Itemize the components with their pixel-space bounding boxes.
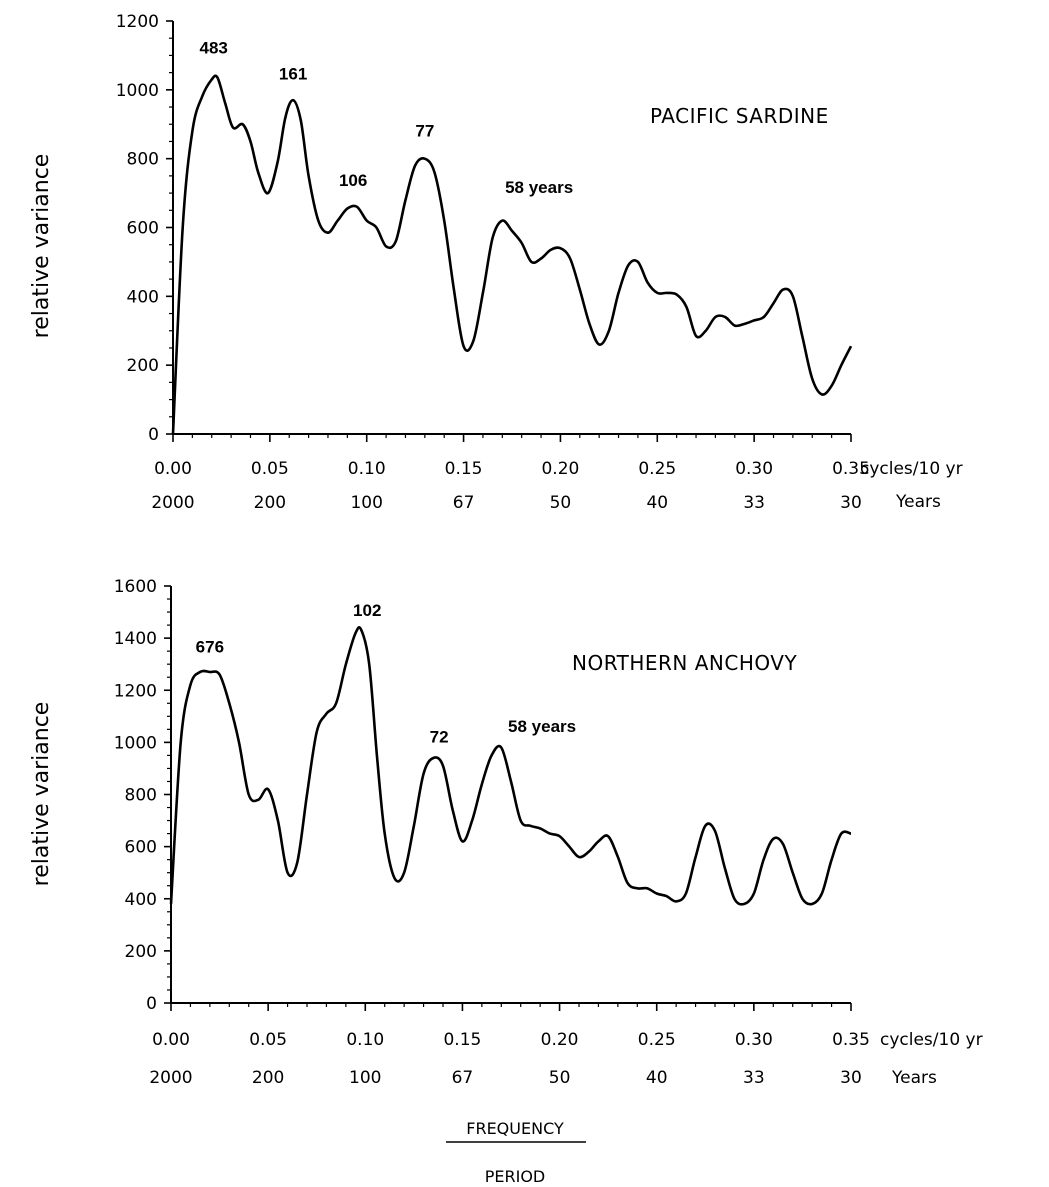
sardine-panel-title: PACIFIC SARDINE [650,104,829,128]
anchovy-panel-title: NORTHERN ANCHOVY [572,651,797,675]
sardine-x-tick-label: 0.25 [638,459,676,479]
sardine-period-tick-label: 100 [350,493,382,513]
sardine-period-tick-label: 200 [254,493,286,513]
anchovy-x-tick-label: 0.35 [832,1030,870,1050]
sardine-period-tick-label: 33 [743,493,765,513]
anchovy-y-tick-label: 1600 [114,577,157,597]
anchovy-peak-annotation: 72 [430,727,449,746]
sardine-y-axis-label: relative variance [29,154,54,339]
anchovy-x-tick-label: 0.15 [443,1030,481,1050]
sardine-period-tick-label: 40 [646,493,668,513]
sardine-period-tick-label: 2000 [151,493,194,513]
sardine-peak-annotation: 77 [415,121,434,140]
sardine-y-tick-label: 400 [127,287,159,307]
sardine-x-tick-label: 0.30 [735,459,773,479]
anchovy-y-tick-label: 600 [125,838,157,858]
anchovy-peak-annotation: 102 [353,601,381,620]
frequency-label: FREQUENCY [466,1119,564,1138]
anchovy-y-axis-label: relative variance [29,702,54,887]
sardine-period-tick-label: 67 [453,493,475,513]
sardine-period-tick-label: 30 [840,493,862,513]
sardine-peak-annotation: 483 [199,39,227,58]
anchovy-period-tick-label: 100 [349,1068,381,1088]
sardine-series-line [171,74,853,435]
anchovy-period-tick-label: 40 [646,1068,668,1088]
anchovy-x-unit-label: cycles/10 yr [880,1030,983,1050]
sardine-y-tick-label: 1200 [116,12,159,32]
sardine-x-tick-label: 0.35 [832,459,870,479]
anchovy-y-tick-label: 1200 [114,681,157,701]
period-label: PERIOD [485,1167,546,1186]
anchovy-x-tick-label: 0.25 [638,1030,676,1050]
sardine-y-tick-label: 200 [127,356,159,376]
anchovy-panel: relative variance NORTHERN ANCHOVY cycle… [29,577,983,1088]
sardine-x-tick-label: 0.20 [541,459,579,479]
sardine-x-unit-label: cycles/10 yr [860,459,963,479]
sardine-panel: relative variance PACIFIC SARDINE cycles… [29,12,963,513]
anchovy-y-tick-label: 800 [125,786,157,806]
anchovy-y-tick-label: 1400 [114,629,157,649]
anchovy-period-tick-label: 50 [549,1068,571,1088]
sardine-peak-annotation: 58 years [505,178,573,197]
anchovy-y-tick-label: 0 [146,994,157,1014]
anchovy-period-tick-label: 33 [743,1068,765,1088]
anchovy-x-tick-label: 0.20 [541,1030,579,1050]
anchovy-y-tick-label: 200 [125,942,157,962]
anchovy-period-label: Years [891,1068,937,1088]
anchovy-period-tick-label: 67 [452,1068,474,1088]
sardine-peak-annotation: 106 [339,171,367,190]
sardine-x-tick-label: 0.10 [348,459,386,479]
sardine-y-tick-label: 600 [127,219,159,239]
anchovy-x-tick-label: 0.10 [346,1030,384,1050]
sardine-x-tick-label: 0.15 [445,459,483,479]
anchovy-peak-annotation: 676 [196,637,224,656]
anchovy-series-line [169,626,852,906]
footer: FREQUENCY PERIOD [446,1119,586,1186]
sardine-period-tick-label: 50 [550,493,572,513]
anchovy-period-tick-label: 2000 [149,1068,192,1088]
anchovy-y-tick-label: 1000 [114,733,157,753]
anchovy-x-tick-label: 0.30 [735,1030,773,1050]
sardine-y-tick-label: 800 [127,150,159,170]
sardine-x-tick-label: 0.05 [251,459,289,479]
sardine-x-tick-label: 0.00 [154,459,192,479]
sardine-period-label: Years [895,492,941,512]
anchovy-x-tick-label: 0.00 [152,1030,190,1050]
sardine-y-tick-label: 0 [148,425,159,445]
anchovy-peak-annotation: 58 years [508,717,576,736]
sardine-y-tick-label: 1000 [116,81,159,101]
sardine-peak-annotation: 161 [279,65,307,84]
anchovy-y-tick-label: 400 [125,890,157,910]
anchovy-period-tick-label: 30 [840,1068,862,1088]
anchovy-x-tick-label: 0.05 [249,1030,287,1050]
anchovy-period-tick-label: 200 [252,1068,284,1088]
